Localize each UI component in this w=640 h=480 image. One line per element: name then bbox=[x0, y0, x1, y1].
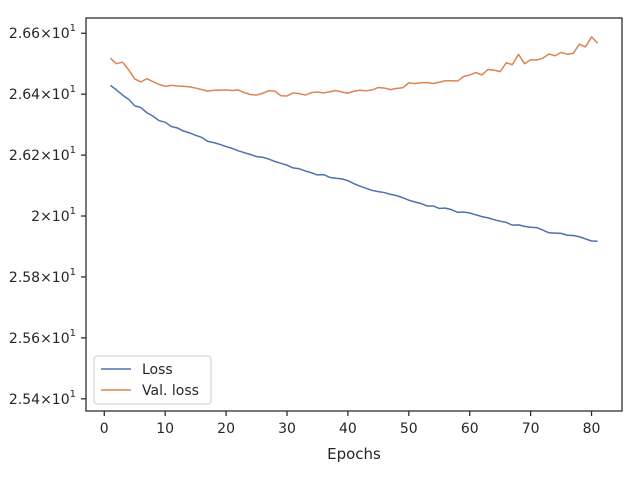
x-tick-label: 10 bbox=[156, 421, 174, 437]
x-tick-label: 30 bbox=[278, 421, 296, 437]
x-tick-label: 40 bbox=[339, 421, 357, 437]
plot-frame bbox=[85, 17, 623, 412]
y-tick-label: 2.54×101 bbox=[9, 389, 76, 408]
y-tick-label: 2.64×101 bbox=[9, 84, 76, 103]
x-tick-label: 60 bbox=[461, 421, 479, 437]
x-axis-label: Epochs bbox=[327, 445, 381, 463]
y-tick-label: 2.58×101 bbox=[9, 267, 76, 286]
plot-area bbox=[86, 18, 622, 411]
x-axis: 0 10 20 30 40 50 60 70 80 bbox=[100, 411, 601, 437]
legend-label-loss: Loss bbox=[142, 362, 173, 378]
series-line-0 bbox=[109, 84, 598, 243]
legend-box bbox=[93, 355, 212, 405]
y-tick-label: 2.62×101 bbox=[9, 145, 76, 164]
x-tick-label: 70 bbox=[522, 421, 540, 437]
legend-label-val-loss: Val. loss bbox=[142, 383, 199, 399]
series-lines bbox=[109, 36, 599, 243]
y-tick-label: 2.56×101 bbox=[9, 328, 76, 347]
x-tick-label: 50 bbox=[400, 421, 418, 437]
y-tick-label: 2.66×101 bbox=[9, 23, 76, 42]
x-tick-label: 80 bbox=[583, 421, 601, 437]
series-line-1 bbox=[109, 36, 599, 97]
x-tick-label: 0 bbox=[100, 421, 109, 437]
legend: Loss Val. loss bbox=[93, 355, 212, 405]
x-tick-label: 20 bbox=[217, 421, 235, 437]
y-axis: 2.54×101 2.56×101 2.58×101 2×101 2.62×101 2.6… bbox=[9, 23, 86, 408]
y-tick-label: 2×101 bbox=[31, 206, 76, 225]
